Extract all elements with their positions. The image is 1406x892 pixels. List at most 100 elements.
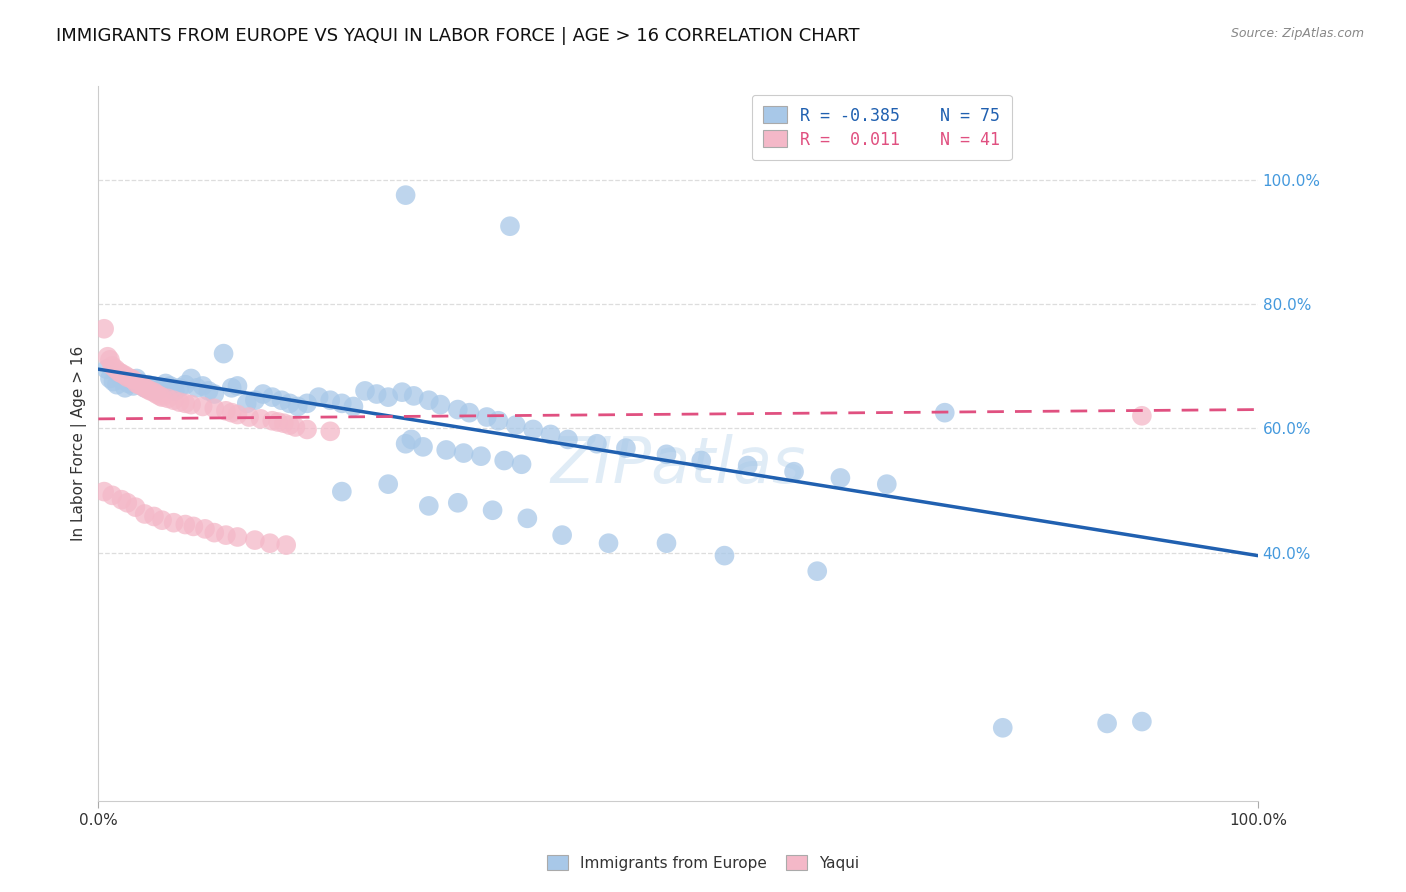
Point — [308, 390, 330, 404]
Point — [319, 425, 342, 439]
Point — [150, 513, 173, 527]
Point — [481, 503, 503, 517]
Point — [522, 422, 544, 436]
Point — [134, 381, 156, 395]
Point — [93, 322, 115, 336]
Y-axis label: In Labor Force | Age > 16: In Labor Force | Age > 16 — [72, 346, 87, 541]
Point — [163, 384, 186, 398]
Point — [551, 528, 574, 542]
Point — [156, 392, 179, 406]
Point — [243, 533, 266, 547]
Point — [540, 427, 562, 442]
Point — [150, 390, 173, 404]
Point — [174, 517, 197, 532]
Point — [655, 447, 678, 461]
Point — [273, 416, 295, 430]
Point — [402, 389, 425, 403]
Text: ZIPatlas: ZIPatlas — [550, 434, 806, 496]
Point — [110, 373, 132, 387]
Point — [394, 436, 416, 450]
Point — [238, 410, 260, 425]
Text: IMMIGRANTS FROM EUROPE VS YAQUI IN LABOR FORCE | AGE > 16 CORRELATION CHART: IMMIGRANTS FROM EUROPE VS YAQUI IN LABOR… — [56, 27, 859, 45]
Point — [117, 496, 139, 510]
Point — [586, 436, 609, 450]
Point — [202, 401, 225, 416]
Point — [412, 440, 434, 454]
Point — [142, 379, 165, 393]
Point — [122, 379, 145, 393]
Point — [136, 383, 159, 397]
Point — [101, 488, 124, 502]
Point — [101, 359, 124, 373]
Point — [163, 516, 186, 530]
Point — [655, 536, 678, 550]
Point — [418, 393, 440, 408]
Point — [169, 395, 191, 409]
Point — [418, 499, 440, 513]
Point — [93, 484, 115, 499]
Point — [377, 390, 399, 404]
Point — [226, 408, 249, 422]
Point — [267, 415, 290, 429]
Point — [447, 496, 470, 510]
Point — [226, 530, 249, 544]
Point — [394, 188, 416, 202]
Point — [125, 376, 148, 391]
Point — [108, 365, 131, 379]
Point — [96, 362, 118, 376]
Point — [259, 536, 281, 550]
Point — [212, 346, 235, 360]
Point — [598, 536, 620, 550]
Legend: R = -0.385    N = 75, R =  0.011    N = 41: R = -0.385 N = 75, R = 0.011 N = 41 — [752, 95, 1012, 161]
Point — [120, 371, 142, 385]
Point — [830, 471, 852, 485]
Point — [354, 384, 377, 398]
Point — [262, 390, 284, 404]
Point — [145, 384, 167, 398]
Point — [124, 500, 146, 515]
Point — [145, 387, 167, 401]
Point — [104, 362, 127, 376]
Point — [131, 379, 153, 393]
Point — [149, 389, 172, 403]
Point — [510, 457, 533, 471]
Point — [249, 412, 271, 426]
Point — [98, 371, 121, 385]
Point — [174, 396, 197, 410]
Point — [429, 398, 451, 412]
Point — [122, 373, 145, 387]
Point — [486, 414, 509, 428]
Point — [221, 406, 243, 420]
Point — [98, 352, 121, 367]
Point — [105, 377, 128, 392]
Point — [202, 525, 225, 540]
Point — [876, 477, 898, 491]
Point — [236, 396, 259, 410]
Point — [186, 381, 208, 395]
Point — [110, 367, 132, 381]
Point — [128, 377, 150, 392]
Point — [180, 371, 202, 385]
Point — [783, 465, 806, 479]
Point — [319, 393, 342, 408]
Point — [276, 538, 298, 552]
Point — [226, 379, 249, 393]
Point — [194, 522, 217, 536]
Point — [690, 453, 713, 467]
Text: Source: ZipAtlas.com: Source: ZipAtlas.com — [1230, 27, 1364, 40]
Point — [197, 384, 219, 398]
Point — [191, 379, 214, 393]
Point — [117, 370, 139, 384]
Point — [806, 564, 828, 578]
Point — [470, 449, 492, 463]
Point — [516, 511, 538, 525]
Point — [330, 484, 353, 499]
Point — [391, 385, 413, 400]
Point — [499, 219, 522, 234]
Point — [295, 422, 318, 436]
Point — [434, 442, 457, 457]
Point — [221, 381, 243, 395]
Point — [1130, 409, 1153, 423]
Point — [1095, 716, 1118, 731]
Point — [163, 393, 186, 408]
